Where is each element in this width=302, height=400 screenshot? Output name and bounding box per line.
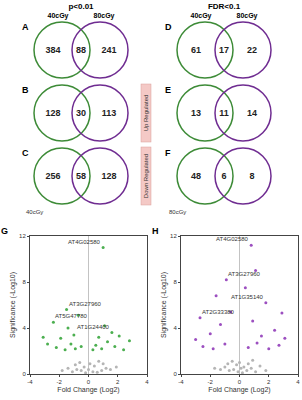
svg-text:0: 0 [22,371,26,377]
svg-text:AT1G35140: AT1G35140 [231,294,264,300]
svg-text:58: 58 [76,171,86,181]
svg-text:-2: -2 [208,379,214,385]
svg-text:Significance (-Log10): Significance (-Log10) [160,272,168,338]
svg-text:AT4G02580: AT4G02580 [68,239,101,245]
svg-text:8: 8 [22,279,26,285]
svg-text:128: 128 [101,171,116,181]
svg-text:12: 12 [170,233,177,239]
svg-text:FDR<0.1: FDR<0.1 [208,2,241,11]
svg-text:61: 61 [191,45,201,55]
svg-text:17: 17 [219,45,229,55]
svg-text:-4: -4 [178,379,184,385]
svg-text:4: 4 [173,325,177,331]
svg-text:Significance (-Log10): Significance (-Log10) [9,272,17,338]
svg-text:8: 8 [249,171,254,181]
svg-text:AT2G33380: AT2G33380 [202,309,235,315]
svg-text:0: 0 [87,379,91,385]
svg-text:F: F [165,148,171,158]
svg-text:Fold Change (Log2): Fold Change (Log2) [57,386,119,394]
svg-text:256: 256 [45,171,60,181]
svg-text:AT5G47780: AT5G47780 [55,313,88,319]
svg-text:E: E [165,85,171,95]
svg-text:14: 14 [247,108,257,118]
svg-text:2: 2 [267,379,271,385]
svg-text:-4: -4 [27,379,33,385]
svg-text:12: 12 [19,233,26,239]
svg-text:AT3G27960: AT3G27960 [228,271,261,277]
svg-text:80cGy: 80cGy [93,12,114,20]
svg-text:40cGy: 40cGy [26,209,43,215]
svg-text:4: 4 [145,379,149,385]
svg-text:AT3G27960: AT3G27960 [69,301,102,307]
svg-text:Up Regulated: Up Regulated [143,95,149,132]
svg-text:13: 13 [191,108,201,118]
svg-text:A: A [22,22,29,32]
html-text:H: H [152,226,159,236]
html-text:G: G [1,226,8,236]
svg-text:40cGy: 40cGy [190,12,211,20]
svg-text:-2: -2 [57,379,63,385]
svg-text:0: 0 [238,379,242,385]
svg-text:22: 22 [247,45,257,55]
svg-text:40cGy: 40cGy [47,12,68,20]
svg-text:80cGy: 80cGy [236,12,257,20]
svg-text:0: 0 [173,371,177,377]
svg-text:30: 30 [76,108,86,118]
svg-text:11: 11 [219,108,229,118]
svg-text:p<0.01: p<0.01 [68,2,94,11]
svg-text:4: 4 [22,325,26,331]
svg-text:6: 6 [221,171,226,181]
svg-text:AT4G02580: AT4G02580 [216,236,249,242]
svg-text:2: 2 [116,379,120,385]
svg-text:113: 113 [102,108,117,118]
svg-text:Down Regulated: Down Regulated [143,154,149,198]
svg-text:B: B [22,85,29,95]
svg-text:8: 8 [173,279,177,285]
svg-text:AT1G24400: AT1G24400 [77,324,110,330]
svg-text:D: D [165,22,172,32]
svg-text:128: 128 [45,108,60,118]
svg-text:88: 88 [76,45,86,55]
svg-text:Fold Change (Log2): Fold Change (Log2) [208,386,270,394]
svg-text:4: 4 [296,379,300,385]
svg-text:241: 241 [101,45,116,55]
svg-text:C: C [22,148,29,158]
svg-text:80cGy: 80cGy [169,209,186,215]
svg-text:384: 384 [45,45,60,55]
svg-text:48: 48 [191,171,201,181]
